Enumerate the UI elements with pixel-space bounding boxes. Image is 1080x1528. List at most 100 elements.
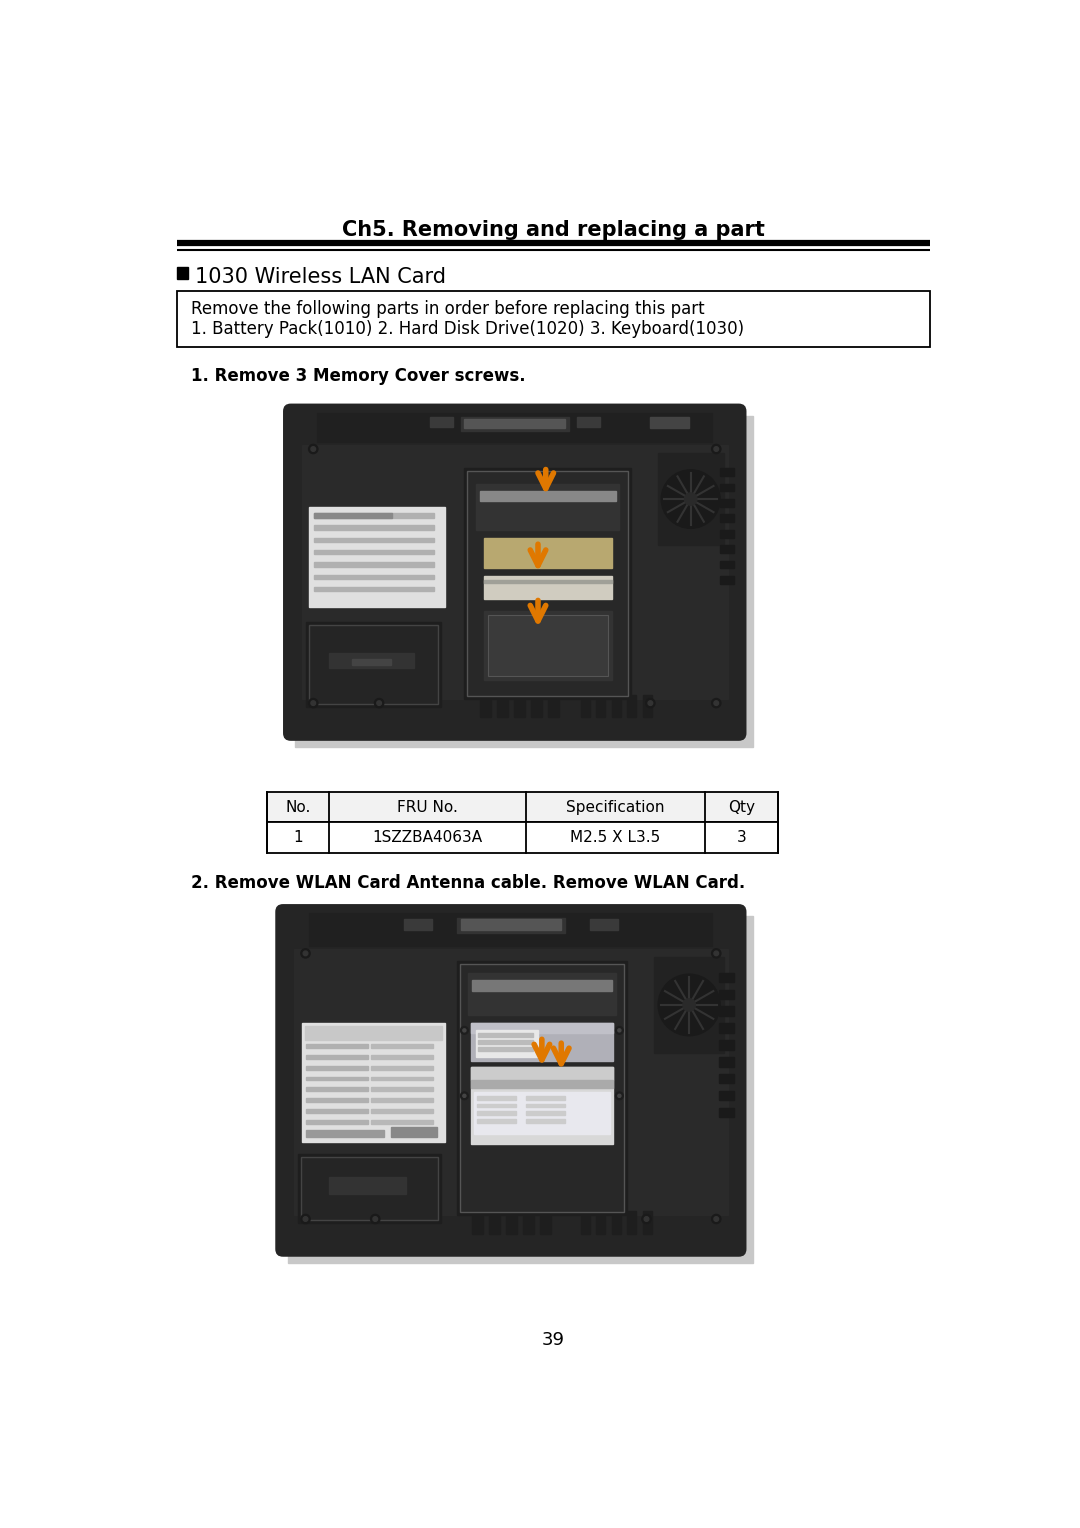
- Circle shape: [714, 950, 718, 955]
- Bar: [471, 1022, 613, 1060]
- Circle shape: [311, 701, 315, 706]
- Bar: [611, 695, 621, 717]
- Bar: [720, 576, 734, 584]
- Bar: [372, 1067, 433, 1070]
- Bar: [476, 1118, 515, 1123]
- Bar: [507, 1212, 517, 1235]
- Circle shape: [301, 1215, 310, 1224]
- Circle shape: [646, 698, 656, 707]
- Bar: [720, 530, 734, 538]
- Bar: [372, 1044, 433, 1048]
- Bar: [306, 622, 441, 707]
- Circle shape: [714, 1216, 718, 1221]
- Bar: [318, 413, 713, 442]
- Bar: [590, 920, 618, 931]
- Bar: [296, 416, 753, 747]
- Bar: [472, 981, 611, 992]
- Bar: [307, 1109, 368, 1112]
- Bar: [484, 581, 611, 584]
- Text: 1: 1: [293, 830, 302, 845]
- Bar: [460, 920, 562, 931]
- Bar: [301, 445, 728, 700]
- Bar: [457, 918, 565, 934]
- Bar: [720, 515, 734, 523]
- Bar: [471, 1080, 613, 1088]
- Bar: [279, 908, 743, 1253]
- Bar: [430, 417, 453, 426]
- FancyBboxPatch shape: [275, 905, 746, 1256]
- Circle shape: [648, 701, 652, 706]
- Circle shape: [661, 469, 720, 529]
- Bar: [307, 1099, 368, 1102]
- Circle shape: [370, 1215, 380, 1224]
- Bar: [314, 587, 434, 591]
- FancyBboxPatch shape: [283, 403, 746, 741]
- Circle shape: [460, 1093, 469, 1100]
- Text: No.: No.: [285, 799, 310, 814]
- Text: Hunlex Full Print: Hunlex Full Print: [308, 1027, 365, 1033]
- Bar: [718, 1007, 734, 1016]
- Bar: [307, 1120, 368, 1123]
- Bar: [404, 920, 432, 931]
- Bar: [314, 513, 392, 518]
- Bar: [476, 1111, 515, 1115]
- Bar: [540, 1212, 551, 1235]
- Bar: [484, 576, 611, 599]
- Bar: [720, 561, 734, 568]
- Bar: [478, 1041, 532, 1044]
- Bar: [372, 1054, 433, 1059]
- Bar: [287, 917, 753, 1264]
- Bar: [471, 1022, 613, 1033]
- Text: Qty: Qty: [728, 799, 755, 814]
- Bar: [372, 1099, 433, 1102]
- Bar: [471, 1068, 613, 1144]
- Bar: [286, 406, 743, 738]
- Bar: [476, 484, 619, 530]
- Bar: [526, 1111, 565, 1115]
- Circle shape: [616, 1093, 623, 1100]
- Circle shape: [712, 445, 721, 454]
- Bar: [526, 1118, 565, 1123]
- Circle shape: [460, 1027, 469, 1034]
- Bar: [468, 471, 627, 697]
- Bar: [314, 575, 434, 579]
- Bar: [720, 468, 734, 475]
- Bar: [314, 550, 434, 555]
- Bar: [469, 973, 616, 1015]
- Bar: [548, 695, 559, 717]
- Bar: [526, 1103, 565, 1108]
- Bar: [307, 1044, 368, 1048]
- Bar: [309, 507, 445, 607]
- Bar: [307, 1077, 368, 1080]
- Bar: [460, 417, 569, 431]
- Circle shape: [309, 445, 318, 454]
- Circle shape: [303, 950, 308, 955]
- Circle shape: [618, 1094, 621, 1097]
- Bar: [643, 695, 652, 717]
- Bar: [309, 625, 438, 704]
- Text: 3: 3: [737, 830, 746, 845]
- Bar: [718, 1074, 734, 1083]
- Bar: [314, 513, 434, 518]
- Circle shape: [683, 999, 696, 1012]
- Bar: [596, 695, 606, 717]
- Circle shape: [712, 1215, 721, 1224]
- Bar: [718, 990, 734, 999]
- Bar: [372, 1109, 433, 1112]
- Text: 2. Remove WLAN Card Antenna cable. Remove WLAN Card.: 2. Remove WLAN Card Antenna cable. Remov…: [191, 874, 745, 892]
- Bar: [718, 1091, 734, 1100]
- Circle shape: [618, 1028, 621, 1031]
- Bar: [478, 1033, 532, 1038]
- Text: 39: 39: [542, 1331, 565, 1349]
- Circle shape: [714, 446, 718, 451]
- Bar: [391, 1126, 437, 1137]
- Circle shape: [311, 446, 315, 451]
- Bar: [301, 1022, 445, 1141]
- Circle shape: [712, 698, 721, 707]
- Bar: [524, 1212, 535, 1235]
- Text: 1SZZBA4063A: 1SZZBA4063A: [373, 830, 483, 845]
- Bar: [307, 1131, 383, 1137]
- Bar: [581, 1212, 590, 1235]
- Bar: [484, 611, 611, 680]
- Bar: [372, 1088, 433, 1091]
